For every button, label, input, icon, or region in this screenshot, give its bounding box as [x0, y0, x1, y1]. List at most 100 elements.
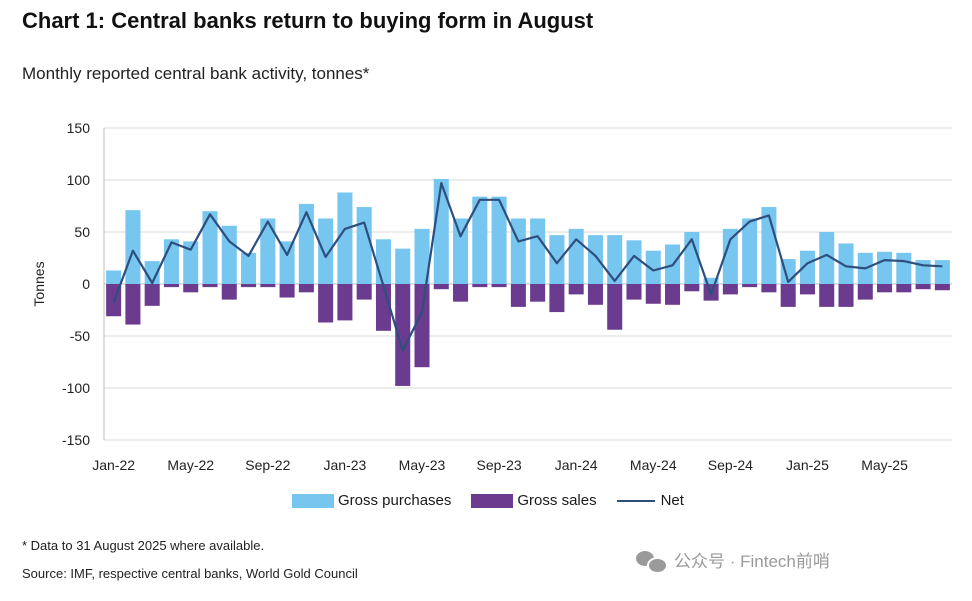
bar-gross-sales: [337, 284, 353, 321]
bar-gross-sales: [510, 284, 526, 307]
x-tick-label: May-24: [630, 457, 677, 473]
x-tick-label: Jan-25: [786, 457, 829, 473]
bar-gross-purchases: [337, 192, 353, 284]
bar-gross-purchases: [587, 235, 603, 284]
bar-gross-purchases: [607, 235, 623, 284]
bar-gross-sales: [279, 284, 295, 298]
bar-gross-sales: [144, 284, 160, 306]
bar-gross-sales: [183, 284, 199, 293]
x-tick-label: May-22: [167, 457, 214, 473]
bar-gross-purchases: [838, 243, 854, 284]
bar-gross-sales: [530, 284, 546, 302]
chart-subtitle: Monthly reported central bank activity, …: [22, 64, 370, 83]
bar-gross-purchases: [896, 252, 912, 284]
bar-gross-sales: [761, 284, 777, 293]
bar-gross-sales: [722, 284, 738, 295]
bar-gross-sales: [665, 284, 681, 305]
bar-gross-sales: [491, 284, 507, 288]
bar-gross-purchases: [202, 211, 218, 284]
footnote: * Data to 31 August 2025 where available…: [22, 538, 265, 553]
line-net: [112, 182, 943, 352]
legend-swatch-purchases: [292, 493, 334, 508]
bar-gross-sales: [433, 284, 449, 290]
bar-gross-purchases: [742, 218, 758, 284]
bar-gross-purchases: [260, 218, 276, 284]
bar-gross-purchases: [298, 203, 314, 284]
bar-gross-sales: [163, 284, 179, 288]
legend-swatch-net: [616, 499, 655, 502]
bar-gross-purchases: [491, 196, 507, 284]
bar-gross-sales: [202, 284, 218, 288]
bar-gross-purchases: [241, 252, 257, 284]
bar-gross-purchases: [183, 241, 199, 284]
legend-label-purchases: Gross purchases: [338, 492, 452, 509]
bar-gross-sales: [414, 284, 430, 368]
line-layer: [112, 182, 943, 352]
bar-gross-purchases: [375, 239, 391, 284]
bar-gross-purchases: [934, 260, 950, 284]
x-tick-label: May-23: [399, 457, 446, 473]
wechat-icon: [636, 549, 668, 574]
bar-gross-purchases: [318, 218, 334, 284]
legend-label-sales: Gross sales: [517, 492, 597, 509]
bar-gross-sales: [857, 284, 873, 300]
watermark: 公众号 · Fintech前哨: [636, 547, 830, 574]
bar-gross-purchases: [414, 228, 430, 284]
x-tick-label: May-25: [861, 457, 908, 473]
bar-gross-purchases: [568, 228, 584, 284]
bar-gross-sales: [780, 284, 796, 307]
x-tick-label: Jan-22: [92, 457, 135, 473]
bar-gross-purchases: [877, 251, 893, 284]
bar-gross-purchases: [703, 277, 719, 284]
bar-gross-purchases: [221, 225, 237, 284]
x-tick-label: Sep-22: [245, 457, 290, 473]
bar-gross-sales: [626, 284, 642, 300]
bar-gross-sales: [318, 284, 334, 323]
bar-gross-sales: [934, 284, 950, 291]
bar-gross-sales: [298, 284, 314, 293]
bar-gross-purchases: [799, 250, 815, 284]
bar-gross-sales: [742, 284, 758, 288]
bar-gross-sales: [877, 284, 893, 293]
x-tick-label: Sep-23: [477, 457, 522, 473]
y-tick-label: -100: [62, 380, 90, 396]
bar-gross-purchases: [626, 240, 642, 284]
bar-gross-purchases: [395, 248, 411, 284]
x-tick-label: Jan-24: [555, 457, 598, 473]
chart-legend: Gross purchases Gross sales Net: [292, 492, 704, 509]
legend-item-sales: Gross sales: [471, 492, 597, 509]
legend-item-net: Net: [616, 492, 684, 509]
bar-gross-sales: [221, 284, 237, 300]
y-axis-label: Tonnes: [31, 261, 47, 306]
legend-swatch-sales: [471, 493, 514, 508]
bar-gross-sales: [838, 284, 854, 307]
bars-layer: [106, 178, 950, 386]
bar-gross-sales: [568, 284, 584, 295]
bar-gross-sales: [472, 284, 488, 288]
bar-gross-purchases: [819, 232, 835, 284]
bar-gross-sales: [260, 284, 276, 288]
legend-item-purchases: Gross purchases: [292, 492, 451, 509]
bar-gross-purchases: [645, 250, 661, 284]
bar-gross-purchases: [722, 228, 738, 284]
bar-gross-sales: [125, 284, 141, 325]
y-tick-label: -50: [70, 328, 90, 344]
bar-gross-purchases: [472, 196, 488, 284]
bar-gross-sales: [607, 284, 623, 330]
bar-gross-purchases: [453, 218, 469, 284]
y-tick-label: 0: [82, 276, 90, 292]
bar-gross-sales: [356, 284, 372, 300]
bar-gross-sales: [587, 284, 603, 305]
y-tick-label: 100: [67, 172, 91, 188]
bar-gross-sales: [395, 284, 411, 386]
bar-gross-sales: [645, 284, 661, 304]
x-tick-label: Sep-24: [708, 457, 753, 473]
bar-gross-sales: [549, 284, 565, 313]
bar-gross-purchases: [125, 210, 141, 284]
source-note: Source: IMF, respective central banks, W…: [22, 566, 358, 581]
bar-gross-purchases: [106, 270, 122, 284]
y-tick-label: 50: [74, 224, 90, 240]
legend-label-net: Net: [660, 492, 684, 509]
